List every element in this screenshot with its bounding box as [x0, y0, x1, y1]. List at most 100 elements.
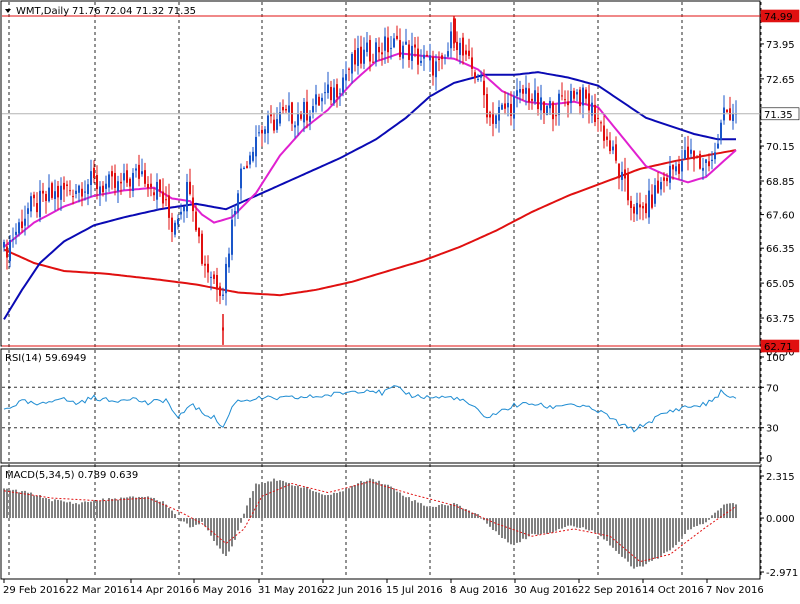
candle-body	[519, 89, 521, 93]
macd-histogram-bar	[456, 504, 458, 519]
candle-body	[732, 113, 734, 121]
x-tick-label: 6 May 2016	[193, 585, 252, 596]
candle-body	[96, 175, 98, 190]
axis-layer: 29 Feb 2016 22 Mar 2016 14 Apr 2016 6 May 2…	[3, 9, 800, 596]
macd-histogram-bar	[267, 481, 269, 519]
macd-histogram-bar	[603, 518, 605, 540]
candle-body	[588, 93, 590, 111]
macd-histogram-bar	[558, 518, 560, 530]
candle-body	[30, 196, 32, 212]
macd-histogram-bar	[300, 487, 302, 519]
macd-histogram-bar	[678, 518, 680, 542]
candle-body	[612, 146, 614, 151]
macd-histogram-bar	[474, 513, 476, 519]
price-level-tag-label: 74.99	[764, 12, 793, 23]
candle-body	[528, 88, 530, 103]
ma-slow-line	[3, 149, 737, 297]
macd-histogram-bar	[432, 506, 434, 519]
x-tick-label: 22 Jun 2016	[322, 585, 382, 596]
macd-histogram-bar	[387, 484, 389, 519]
x-tick-label: 22 Mar 2016	[66, 585, 129, 596]
candle-body	[591, 102, 593, 116]
candle-body	[351, 54, 353, 74]
macd-histogram-bar	[510, 518, 512, 545]
macd-histogram-bar	[372, 479, 374, 519]
candle-body	[321, 97, 323, 102]
candle-body	[651, 194, 653, 208]
macd-histogram-bar	[3, 488, 5, 519]
macd-histogram-bar	[273, 478, 275, 519]
candle-body	[429, 55, 431, 61]
candle-body	[207, 263, 209, 273]
macd-histogram-bar	[222, 518, 224, 554]
macd-histogram-bar	[354, 485, 356, 519]
candle-body	[90, 171, 92, 185]
macd-histogram-bar	[51, 501, 53, 519]
macd-histogram-bar	[396, 491, 398, 519]
candle-body	[549, 100, 551, 109]
dropdown-triangle-icon[interactable]	[5, 9, 11, 13]
candle-body	[375, 42, 377, 63]
macd-histogram-bar	[525, 518, 527, 540]
macd-histogram-bar	[624, 518, 626, 559]
macd-histogram-bar	[330, 494, 332, 519]
candle-body	[648, 190, 650, 218]
macd-histogram-bar	[582, 518, 584, 528]
price-y-tick-label: 67.60	[766, 211, 795, 222]
candle-body	[711, 159, 713, 162]
macd-histogram-bar	[552, 518, 554, 533]
macd-histogram-bar	[528, 518, 530, 537]
candle-body	[432, 56, 434, 76]
candle-body	[570, 90, 572, 104]
candle-body	[378, 46, 380, 53]
candle-body	[504, 103, 506, 109]
macd-histogram-bar	[111, 498, 113, 519]
macd-histogram-bar	[291, 485, 293, 519]
candle-body	[318, 96, 320, 106]
macd-histogram-bar	[84, 501, 86, 519]
candle-body	[69, 190, 71, 192]
candle-body	[396, 35, 398, 39]
macd-histogram-bar	[705, 518, 707, 523]
candle-body	[327, 84, 329, 93]
macd-histogram-bar	[657, 518, 659, 559]
candle-body	[21, 221, 23, 229]
macd-histogram-bar	[600, 518, 602, 537]
candle-body	[336, 84, 338, 98]
macd-histogram-bar	[9, 490, 11, 519]
candle-body	[579, 89, 581, 107]
candle-body	[417, 48, 419, 65]
macd-histogram-bar	[66, 502, 68, 519]
macd-histogram-bar	[648, 518, 650, 562]
candle-body	[663, 177, 665, 181]
candle-body	[54, 191, 56, 199]
candle-body	[210, 276, 212, 278]
candle-body	[459, 42, 461, 55]
macd-histogram-bar	[732, 503, 734, 519]
macd-histogram-bar	[114, 498, 116, 519]
macd-histogram-bar	[639, 518, 641, 567]
candle-body	[675, 166, 677, 172]
candle-body	[618, 163, 620, 179]
price-y-tick-label: 68.85	[766, 177, 795, 188]
candle-body	[468, 50, 470, 56]
macd-histogram-bar	[141, 496, 143, 519]
macd-histogram-bar	[492, 518, 494, 530]
candle-body	[201, 233, 203, 264]
candle-body	[306, 101, 308, 121]
candle-body	[705, 159, 707, 164]
macd-histogram-bar	[411, 501, 413, 519]
macd-histogram-bar	[495, 518, 497, 532]
macd-histogram-bar	[591, 518, 593, 531]
candle-body	[660, 181, 662, 190]
macd-histogram-bar	[708, 518, 710, 520]
candle-body	[315, 94, 317, 105]
macd-histogram-bar	[444, 505, 446, 519]
macd-histogram-bar	[426, 506, 428, 519]
rsi-y-tick-label: 0	[766, 454, 772, 465]
macd-histogram-bar	[63, 501, 65, 519]
candle-body	[516, 90, 518, 96]
candle-body	[234, 210, 236, 215]
